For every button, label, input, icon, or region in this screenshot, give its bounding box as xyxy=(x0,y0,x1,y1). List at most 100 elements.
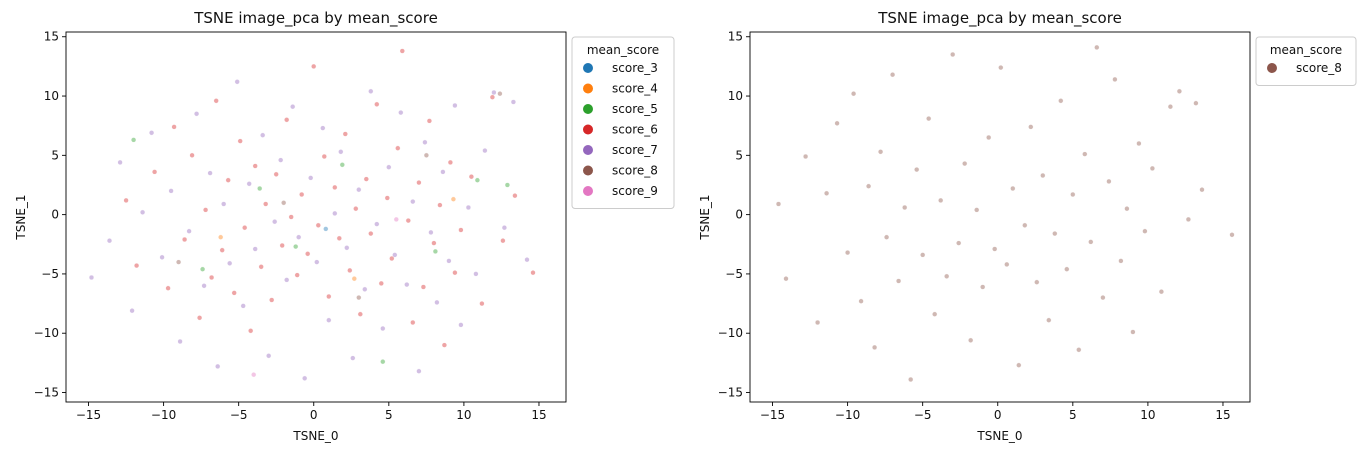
scatter-point-score-5 xyxy=(504,182,511,188)
scatter-point-score-8 xyxy=(497,91,503,97)
scatter-point-score-8 xyxy=(858,298,864,304)
scatter-point-score-4 xyxy=(351,276,357,282)
scatter-point-score-7 xyxy=(186,228,192,234)
scatter-point-score-8 xyxy=(938,197,944,204)
legend-marker-score-6 xyxy=(583,124,593,135)
scatter-point-score-6 xyxy=(231,290,237,296)
y-tick-label: 5 xyxy=(51,148,59,162)
scatter-point-score-7 xyxy=(272,219,278,225)
legend: mean_score score_8 xyxy=(1255,36,1357,86)
scatter-point-score-8 xyxy=(1076,347,1082,353)
x-tick-label: 5 xyxy=(1069,408,1077,422)
scatter-point-score-8 xyxy=(1185,216,1192,223)
scatter-point-score-7 xyxy=(314,259,320,265)
scatter-point-score-7 xyxy=(452,102,458,109)
x-tick-label: 15 xyxy=(531,408,546,422)
scatter-point-score-8 xyxy=(1229,232,1235,238)
scatter-point-score-7 xyxy=(149,130,155,136)
scatter-point-score-6 xyxy=(284,117,290,123)
scatter-point-score-7 xyxy=(106,238,113,244)
scatter-point-score-6 xyxy=(452,270,458,276)
scatter-point-score-4 xyxy=(218,234,224,240)
y-tick-label: 15 xyxy=(44,30,59,44)
scatter-point-score-7 xyxy=(350,355,356,361)
scatter-point-score-8 xyxy=(176,259,182,265)
legend-marker-score-8 xyxy=(583,165,593,176)
x-axis-label: TSNE_0 xyxy=(976,429,1022,443)
scatter-point-score-6 xyxy=(315,222,321,228)
scatter-point-score-6 xyxy=(273,171,279,177)
scatter-point-score-7 xyxy=(308,175,314,181)
scatter-point-score-7 xyxy=(177,338,183,345)
scatter-point-score-7 xyxy=(465,204,472,211)
scatter-point-score-7 xyxy=(326,317,332,323)
scatter-point-score-8 xyxy=(895,278,902,284)
legend-marker-score-7 xyxy=(583,145,593,155)
scatter-point-score-8 xyxy=(814,319,821,326)
x-tick-label: 0 xyxy=(994,408,1002,422)
scatter-point-score-5 xyxy=(380,359,386,365)
legend-marker-score-5 xyxy=(583,104,593,114)
scatter-point-score-7 xyxy=(240,303,246,309)
scatter-point-score-7 xyxy=(380,325,386,332)
scatter-point-score-7 xyxy=(416,368,422,374)
legend-label-score-3: score_3 xyxy=(612,61,658,75)
scatter-point-score-6 xyxy=(368,231,374,237)
y-axis-label: TSNE_1 xyxy=(14,194,28,240)
scatter-point-score-7 xyxy=(221,201,227,207)
scatter-point-score-7 xyxy=(524,257,530,263)
scatter-point-score-6 xyxy=(447,159,454,166)
scatter-point-score-6 xyxy=(512,193,518,199)
scatter-point-score-6 xyxy=(500,238,506,244)
scatter-point-score-8 xyxy=(883,234,890,240)
scatter-point-score-6 xyxy=(416,180,422,186)
scatter-point-score-8 xyxy=(1176,88,1183,94)
scatter-point-score-6 xyxy=(458,227,464,233)
scatter-point-score-6 xyxy=(479,301,485,307)
scatter-point-score-8 xyxy=(775,201,782,207)
scatter-point-score-7 xyxy=(168,188,174,194)
legend-label-score-4: score_4 xyxy=(612,82,658,96)
scatter-point-score-8 xyxy=(834,120,840,126)
y-tick-label: 5 xyxy=(735,148,743,162)
scatter-point-score-6 xyxy=(389,255,395,262)
y-tick-label: 15 xyxy=(728,30,743,44)
scatter-point-score-6 xyxy=(123,197,129,204)
scatter-point-score-7 xyxy=(284,277,290,283)
scatter-point-score-6 xyxy=(219,247,225,253)
scatter-point-score-6 xyxy=(326,293,332,300)
x-tick-label: −10 xyxy=(151,408,176,422)
scatter-points xyxy=(88,48,536,381)
scatter-point-score-7 xyxy=(428,229,434,236)
y-tick-label: −10 xyxy=(34,326,59,340)
scatter-point-score-7 xyxy=(386,164,392,170)
scatter-point-score-8 xyxy=(865,183,872,189)
scatter-point-score-6 xyxy=(468,174,475,180)
scatter-point-score-7 xyxy=(252,246,258,252)
scatter-point-score-7 xyxy=(117,159,123,166)
x-tick-label: 15 xyxy=(1215,408,1230,422)
x-tick-label: −10 xyxy=(835,408,860,422)
scatter-point-score-8 xyxy=(1094,44,1100,51)
x-tick-label: 10 xyxy=(1140,408,1155,422)
scatter-point-score-8 xyxy=(1016,362,1022,368)
scatter-point-score-6 xyxy=(197,315,203,321)
scatter-point-score-8 xyxy=(914,167,920,173)
scatter-point-score-6 xyxy=(347,267,353,274)
scatter-point-score-8 xyxy=(950,51,956,58)
scatter-point-score-8 xyxy=(932,311,938,317)
scatter-point-score-6 xyxy=(209,274,215,281)
scatter-point-score-7 xyxy=(320,125,326,131)
chart-title: TSNE image_pca by mean_score xyxy=(877,9,1122,28)
x-axis-label: TSNE_0 xyxy=(292,429,338,443)
scatter-point-score-7 xyxy=(501,225,508,231)
x-tick-label: −5 xyxy=(914,408,932,422)
y-tick-label: −5 xyxy=(725,267,743,281)
scatter-point-score-6 xyxy=(431,240,437,246)
scatter-point-score-8 xyxy=(783,276,789,282)
scatter-point-score-8 xyxy=(908,376,914,383)
scatter-point-score-8 xyxy=(1010,185,1016,192)
scatter-point-score-7 xyxy=(260,132,266,138)
scatter-point-score-3 xyxy=(323,226,329,232)
